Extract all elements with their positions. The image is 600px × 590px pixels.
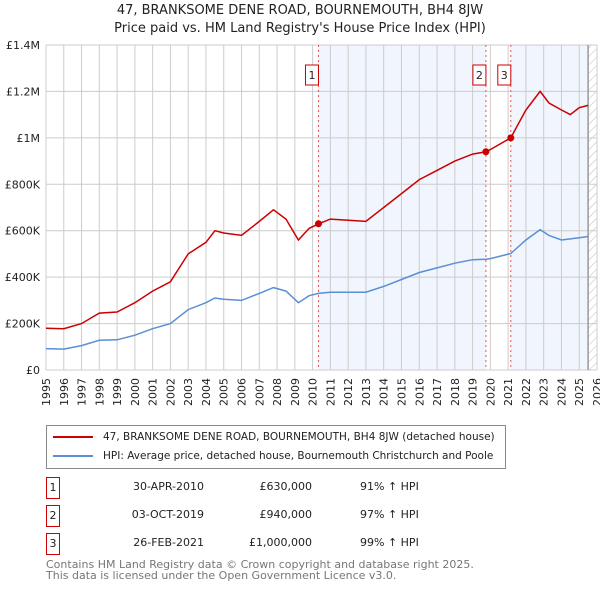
x-tick-label: 1996 [58,378,71,406]
sale-point [482,148,490,156]
x-tick-label: 2017 [431,378,444,406]
x-tick-label: 2005 [218,378,231,406]
legend-label: HPI: Average price, detached house, Bour… [103,450,494,462]
sale-hpi: 99% ↑ HPI [360,536,419,549]
x-tick-label: 2004 [200,378,213,406]
y-tick-label: £600K [5,225,41,238]
sale-date: 26-FEB-2021 [133,536,204,549]
chart-title: 47, BRANKSOME DENE ROAD, BOURNEMOUTH, BH… [116,3,484,18]
x-tick-label: 2003 [182,378,195,406]
x-tick-label: 2016 [413,378,426,406]
y-tick-label: £1.4M [6,39,40,52]
shaded-period [510,45,589,370]
x-tick-label: 2022 [520,378,533,406]
x-tick-label: 2002 [164,378,177,406]
chart-subtitle: Price paid vs. HM Land Registry's House … [114,21,486,36]
sale-label: 2 [476,69,483,82]
sale-label-box [497,64,512,86]
future-hatch [588,45,597,370]
x-tick-label: 2023 [538,378,551,406]
x-tick-label: 1999 [111,378,124,406]
x-tick-label: 1998 [93,378,106,406]
footer-copyright: Contains HM Land Registry data © Crown c… [46,558,474,571]
x-tick-label: 2000 [129,378,142,406]
sale-label-box [304,64,319,86]
y-tick-label: £400K [5,271,41,284]
sale-row: 2 03-OCT-2019 £940,000 97% ↑ HPI [46,505,446,527]
x-tick-label: 2011 [324,378,337,406]
x-tick-label: 2010 [307,378,320,406]
x-tick-label: 2007 [253,378,266,406]
x-tick-label: 1995 [40,378,53,406]
legend-item-property: 47, BRANKSOME DENE ROAD, BOURNEMOUTH, BH… [53,428,495,446]
sale-marker-number: 2 [46,505,60,527]
shaded-period [318,45,486,370]
y-tick-label: £0 [26,364,40,377]
sale-label-box [472,64,487,86]
legend-label: 47, BRANKSOME DENE ROAD, BOURNEMOUTH, BH… [103,431,495,443]
x-tick-label: 2006 [236,378,249,406]
sale-date: 03-OCT-2019 [131,508,204,521]
sale-row: 3 26-FEB-2021 £1,000,000 99% ↑ HPI [46,533,446,555]
x-tick-label: 2019 [467,378,480,406]
x-tick-label: 2025 [573,378,586,406]
legend-swatch-blue [53,455,93,457]
legend-swatch-red [53,436,93,438]
x-tick-label: 2013 [360,378,373,406]
x-tick-label: 2008 [271,378,284,406]
sale-point [507,134,515,142]
sale-label: 3 [501,69,508,82]
x-tick-label: 2015 [395,378,408,406]
sale-hpi: 97% ↑ HPI [360,508,419,521]
x-tick-label: 2012 [342,378,355,406]
sale-marker-number: 1 [46,477,60,499]
x-tick-label: 2021 [502,378,515,406]
legend-item-hpi: HPI: Average price, detached house, Bour… [53,447,493,465]
sale-price: £1,000,000 [249,536,312,549]
sale-marker-number: 3 [46,533,60,555]
sale-price: £630,000 [259,480,313,493]
x-tick-label: 2001 [147,378,160,406]
y-tick-label: £800K [5,178,41,191]
sale-date: 30-APR-2010 [132,480,204,493]
x-tick-label: 2018 [449,378,462,406]
x-tick-label: 2024 [555,378,568,406]
footer-licence: This data is licensed under the Open Gov… [46,569,397,582]
sale-point [314,220,322,228]
series-line [45,90,589,330]
y-tick-label: £1.2M [6,85,40,98]
y-tick-label: £1M [17,132,41,145]
y-tick-label: £200K [5,318,41,331]
sale-row: 1 30-APR-2010 £630,000 91% ↑ HPI [46,477,446,499]
footer: Contains HM Land Registry data © Crown c… [46,559,474,581]
legend: 47, BRANKSOME DENE ROAD, BOURNEMOUTH, BH… [46,425,506,469]
x-tick-label: 2026 [591,378,600,406]
sale-hpi: 91% ↑ HPI [360,480,419,493]
sale-price: £940,000 [259,508,313,521]
plot-area: 1995 1996 1997 1998 1999 2000 2001 2002 2003 2004… [5,39,600,406]
x-tick-label: 2020 [484,378,497,406]
x-tick-label: 1997 [76,378,89,406]
x-tick-label: 2009 [289,378,302,406]
sale-label: 1 [308,69,315,82]
x-tick-label: 2014 [378,378,391,406]
series-line [45,228,589,350]
